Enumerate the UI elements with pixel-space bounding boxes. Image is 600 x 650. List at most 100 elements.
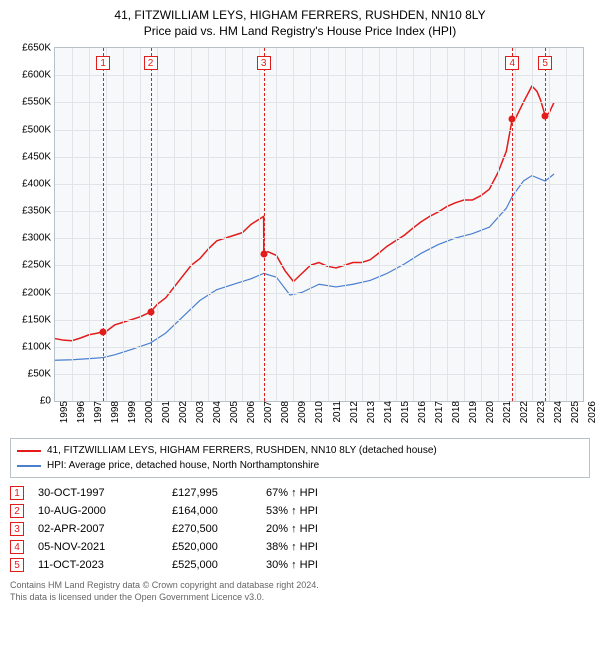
sales-row-delta: 38% ↑ HPI	[266, 541, 318, 553]
x-tick-label: 2016	[413, 401, 428, 423]
x-tick-label: 2017	[430, 401, 445, 423]
y-tick-label: £500K	[22, 124, 55, 135]
x-tick-label: 2005	[225, 401, 240, 423]
legend-row: 41, FITZWILLIAM LEYS, HIGHAM FERRERS, RU…	[17, 443, 583, 458]
footnote-line1: Contains HM Land Registry data © Crown c…	[10, 580, 590, 592]
x-tick-label: 2010	[310, 401, 325, 423]
y-tick-label: £350K	[22, 206, 55, 217]
sales-row-date: 05-NOV-2021	[38, 541, 158, 553]
sales-row-badge: 5	[10, 558, 24, 572]
x-tick-label: 2008	[276, 401, 291, 423]
sales-row: 2 10-AUG-2000 £164,000 53% ↑ HPI	[10, 502, 590, 520]
x-tick-label: 1995	[55, 401, 70, 423]
y-tick-label: £400K	[22, 178, 55, 189]
sales-row-price: £520,000	[172, 541, 252, 553]
sale-badge: 2	[144, 56, 158, 70]
chart-lines-svg	[55, 48, 583, 401]
sales-row-badge: 2	[10, 504, 24, 518]
y-tick-label: £100K	[22, 341, 55, 352]
sales-row-price: £127,995	[172, 487, 252, 499]
sales-row-delta: 30% ↑ HPI	[266, 559, 318, 571]
plot-area-wrapper: £0£50K£100K£150K£200K£250K£300K£350K£400…	[54, 47, 584, 402]
x-tick-label: 2002	[174, 401, 189, 423]
y-tick-label: £300K	[22, 233, 55, 244]
legend-label: HPI: Average price, detached house, Nort…	[47, 458, 319, 473]
sale-point	[542, 113, 549, 120]
sale-point	[147, 309, 154, 316]
x-tick-label: 1999	[123, 401, 138, 423]
x-tick-label: 2000	[140, 401, 155, 423]
sales-row-delta: 20% ↑ HPI	[266, 523, 318, 535]
x-tick-label: 2014	[379, 401, 394, 423]
sale-point	[509, 115, 516, 122]
x-tick-label: 2001	[157, 401, 172, 423]
footnote: Contains HM Land Registry data © Crown c…	[10, 580, 590, 603]
series-line-hpi	[55, 174, 554, 360]
x-tick-label: 2024	[549, 401, 564, 423]
sales-row-badge: 1	[10, 486, 24, 500]
x-tick-label: 2021	[498, 401, 513, 423]
x-tick-label: 2026	[583, 401, 598, 423]
x-tick-label: 2007	[259, 401, 274, 423]
sales-row-badge: 3	[10, 522, 24, 536]
sales-row-price: £164,000	[172, 505, 252, 517]
sales-row: 4 05-NOV-2021 £520,000 38% ↑ HPI	[10, 538, 590, 556]
sales-row-badge: 4	[10, 540, 24, 554]
y-tick-label: £450K	[22, 151, 55, 162]
sales-row-delta: 53% ↑ HPI	[266, 505, 318, 517]
sale-badge: 4	[505, 56, 519, 70]
legend-label: 41, FITZWILLIAM LEYS, HIGHAM FERRERS, RU…	[47, 443, 437, 458]
legend-box: 41, FITZWILLIAM LEYS, HIGHAM FERRERS, RU…	[10, 438, 590, 478]
x-tick-label: 2009	[293, 401, 308, 423]
y-tick-label: £550K	[22, 97, 55, 108]
y-tick-label: £0	[40, 396, 55, 407]
y-tick-label: £250K	[22, 260, 55, 271]
x-tick-label: 2019	[464, 401, 479, 423]
x-tick-label: 2012	[345, 401, 360, 423]
y-tick-label: £650K	[22, 43, 55, 54]
sales-row-date: 11-OCT-2023	[38, 559, 158, 571]
y-tick-label: £200K	[22, 287, 55, 298]
sale-badge: 1	[96, 56, 110, 70]
sale-point	[100, 328, 107, 335]
chart-title-line1: 41, FITZWILLIAM LEYS, HIGHAM FERRERS, RU…	[10, 8, 590, 24]
series-line-property	[55, 86, 554, 341]
sale-badge: 3	[257, 56, 271, 70]
chart-title-line2: Price paid vs. HM Land Registry's House …	[10, 24, 590, 40]
sales-row-date: 02-APR-2007	[38, 523, 158, 535]
x-tick-label: 2013	[362, 401, 377, 423]
sales-row: 3 02-APR-2007 £270,500 20% ↑ HPI	[10, 520, 590, 538]
y-tick-label: £50K	[28, 369, 55, 380]
sales-row-price: £270,500	[172, 523, 252, 535]
legend-swatch	[17, 465, 41, 467]
sales-row-price: £525,000	[172, 559, 252, 571]
sale-point	[260, 251, 267, 258]
sales-table: 1 30-OCT-1997 £127,995 67% ↑ HPI 2 10-AUG-200…	[10, 484, 590, 574]
footnote-line2: This data is licensed under the Open Gov…	[10, 592, 590, 604]
chart-container: 41, FITZWILLIAM LEYS, HIGHAM FERRERS, RU…	[0, 0, 600, 610]
x-tick-label: 2011	[328, 401, 343, 423]
sale-badge: 5	[538, 56, 552, 70]
x-tick-label: 2015	[396, 401, 411, 423]
x-tick-label: 2003	[191, 401, 206, 423]
sales-row-date: 10-AUG-2000	[38, 505, 158, 517]
x-tick-label: 1997	[89, 401, 104, 423]
x-tick-label: 2023	[532, 401, 547, 423]
y-tick-label: £600K	[22, 70, 55, 81]
x-tick-label: 2020	[481, 401, 496, 423]
legend-row: HPI: Average price, detached house, Nort…	[17, 458, 583, 473]
x-tick-label: 1996	[72, 401, 87, 423]
x-tick-label: 2025	[566, 401, 581, 423]
legend-swatch	[17, 450, 41, 452]
plot-area: £0£50K£100K£150K£200K£250K£300K£350K£400…	[54, 47, 584, 402]
x-tick-label: 2004	[208, 401, 223, 423]
sales-row: 1 30-OCT-1997 £127,995 67% ↑ HPI	[10, 484, 590, 502]
x-tick-label: 1998	[106, 401, 121, 423]
x-tick-label: 2022	[515, 401, 530, 423]
x-tick-label: 2018	[447, 401, 462, 423]
sales-row-date: 30-OCT-1997	[38, 487, 158, 499]
sales-row-delta: 67% ↑ HPI	[266, 487, 318, 499]
sales-row: 5 11-OCT-2023 £525,000 30% ↑ HPI	[10, 556, 590, 574]
x-tick-label: 2006	[242, 401, 257, 423]
y-tick-label: £150K	[22, 314, 55, 325]
